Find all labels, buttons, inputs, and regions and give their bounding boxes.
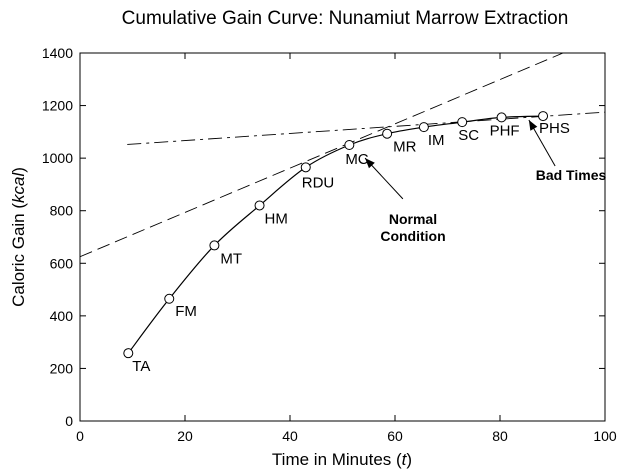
plot-frame [79,52,606,422]
y-tick-label: 0 [65,413,73,429]
annotation-line: Condition [380,228,445,244]
data-label: SC [458,127,479,144]
y-tick-label: 1000 [42,150,73,166]
annotation-line: Normal [389,211,437,227]
y-axis-label-italic: kcal [9,172,28,203]
data-point [382,128,393,139]
reference-line-1 [80,53,564,258]
data-point [300,162,311,173]
y-axis-ticks: 0 200 400 600 800 1000 1200 1400 [42,45,605,429]
x-tick-label: 40 [282,428,298,444]
x-axis-ticks: 0 20 40 60 80 100 [76,53,617,444]
x-tick-label: 80 [492,428,508,444]
data-label: TA [132,358,150,375]
y-axis-label-suffix: ) [9,167,28,173]
annotation-text-2: Bad Times [536,167,607,183]
data-points [123,111,549,359]
annotation-arrow-1-head [365,158,375,169]
y-tick-label: 1400 [42,45,73,61]
annotation-arrow-2 [528,119,556,167]
x-tick-label: 20 [177,428,193,444]
x-axis-label: Time in Minutes (t) [272,450,412,469]
x-tick-label: 0 [76,428,84,444]
y-tick-label: 800 [50,203,74,219]
annotation-arrow-1 [364,157,404,200]
x-axis-label-suffix: ) [406,450,412,469]
data-point [164,293,175,304]
y-axis-label: Caloric Gain (kcal) [9,167,28,307]
data-point [209,240,220,251]
data-point [538,111,549,122]
annotation-text-1: Normal Condition [380,211,445,244]
chart-title: Cumulative Gain Curve: Nunamiut Marrow E… [122,8,569,29]
x-axis-label-text: Time in Minutes ( [272,450,402,469]
point-labels: TA FM MT HM RDU MC MR IM SC PHF PHS [132,120,570,375]
reference-lines [80,53,605,258]
data-label: RDU [302,174,335,191]
data-label: HM [265,210,288,227]
data-point [254,200,265,211]
data-point [496,112,507,123]
x-tick-label: 100 [593,428,617,444]
data-label: PHS [539,120,570,137]
annotation-arrow-2-head [528,120,538,131]
y-tick-label: 400 [50,308,74,324]
data-point [344,140,355,150]
reference-line-2 [127,111,605,145]
y-tick-label: 600 [50,255,74,271]
data-label: MR [393,139,416,156]
data-label: MT [220,250,242,267]
data-label: PHF [490,122,520,139]
annotations: Normal Condition Bad Times [364,119,607,244]
data-point [123,348,134,359]
x-tick-label: 60 [387,428,403,444]
x-axis-label-italic: t [402,450,408,469]
data-point [418,122,429,133]
y-axis-label-text: Caloric Gain ( [9,203,28,307]
data-label: MC [345,151,368,168]
y-tick-label: 200 [50,360,74,376]
data-label: IM [428,132,445,149]
data-point [457,117,468,128]
y-tick-label: 1200 [42,98,73,114]
annotation-line: Bad Times [536,167,607,183]
data-label: FM [175,303,197,320]
